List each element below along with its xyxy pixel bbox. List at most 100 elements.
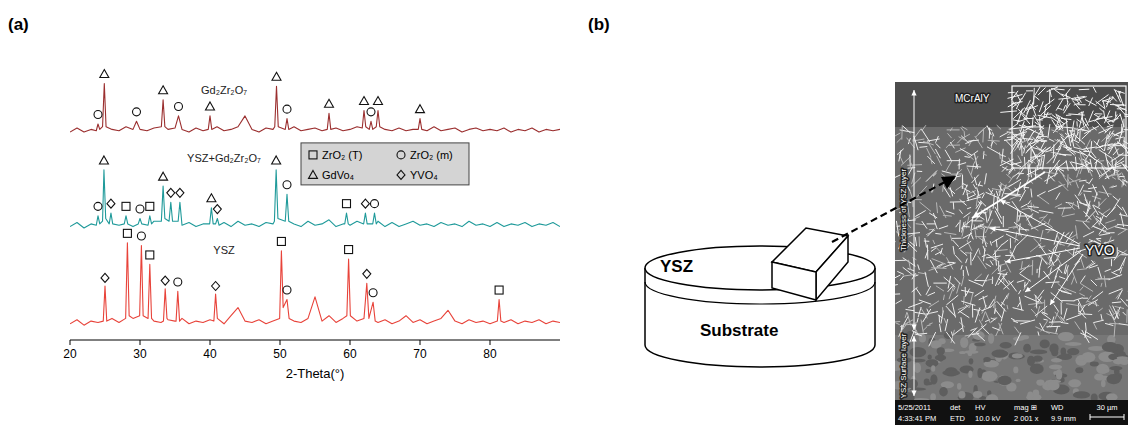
sem-needle <box>1039 101 1043 112</box>
legend-marker <box>309 170 318 178</box>
sem-needle <box>895 133 900 136</box>
sem-needle <box>1077 269 1087 270</box>
sem-needle <box>1001 295 1008 306</box>
sem-needle <box>1119 324 1128 326</box>
sem-needle <box>1118 106 1126 115</box>
sem-needle <box>1080 283 1093 291</box>
sem-needle <box>908 302 922 307</box>
sem-needle <box>1096 218 1107 229</box>
sem-grain <box>925 369 930 373</box>
sem-needle <box>900 322 909 334</box>
sem-needle <box>946 161 952 172</box>
sem-needle <box>1024 157 1026 168</box>
legend-marker <box>309 151 317 159</box>
sem-needle <box>1032 106 1036 116</box>
sem-needle <box>967 207 971 208</box>
sem-needle <box>1091 151 1097 158</box>
sem-needle <box>1061 322 1069 323</box>
sem-needle <box>948 133 952 138</box>
legend-label: ZrO₂ (m) <box>410 149 453 161</box>
legend-label: GdVo₄ <box>322 169 355 181</box>
sem-needle <box>906 309 915 310</box>
sem-needle <box>1001 309 1005 322</box>
phase-marker <box>159 172 168 180</box>
sem-needle <box>1038 115 1052 118</box>
sem-needle <box>1015 320 1030 321</box>
sem-needle <box>1035 122 1044 129</box>
sem-needle <box>1028 200 1031 204</box>
phase-marker <box>495 286 503 294</box>
x-tick <box>420 340 421 345</box>
sem-needle <box>1117 224 1128 226</box>
sem-needle <box>1082 112 1084 126</box>
sem-grain <box>1113 359 1124 365</box>
sem-needle <box>965 140 974 144</box>
sem-needle <box>926 171 937 182</box>
phase-marker <box>101 273 109 282</box>
sem-needle <box>1105 220 1115 224</box>
sem-needle <box>1026 141 1031 148</box>
sem-needle <box>1019 213 1021 222</box>
sem-needle <box>899 150 901 161</box>
phase-marker <box>361 199 369 208</box>
x-tick-label: 70 <box>413 347 427 361</box>
x-tick-label: 30 <box>133 347 147 361</box>
spectrum-line <box>70 84 560 133</box>
sem-needle <box>975 136 983 148</box>
sem-grain <box>988 372 994 379</box>
sem-needle <box>1058 98 1070 99</box>
sem-needle <box>1057 256 1062 265</box>
sem-needle <box>1001 270 1006 272</box>
sem-needle <box>985 173 987 184</box>
sem-needle <box>996 250 1008 251</box>
sem-needle <box>1036 146 1043 152</box>
sem-needle <box>967 168 973 179</box>
sem-needle <box>946 211 955 214</box>
sem-needle <box>952 238 962 239</box>
sem-needle <box>1000 182 1012 191</box>
sem-needle <box>1034 96 1040 101</box>
sem-needle <box>975 290 984 296</box>
sem-needle <box>1126 300 1128 301</box>
sem-needle <box>1122 207 1127 216</box>
sem-needle <box>897 138 902 143</box>
sem-needle <box>1036 137 1041 138</box>
sem-needle <box>1089 111 1093 122</box>
sem-needle <box>1049 139 1054 142</box>
sem-needle <box>1079 111 1083 127</box>
sem-needle <box>963 134 970 138</box>
phase-marker <box>146 202 154 210</box>
sem-needle <box>1062 214 1075 217</box>
sem-needle <box>927 139 940 141</box>
sem-needle <box>1094 193 1097 202</box>
sem-needle <box>999 152 1001 159</box>
sem-needle <box>1097 139 1100 145</box>
sem-needle <box>1103 186 1109 197</box>
sem-grain <box>1012 353 1023 358</box>
sem-needle <box>1080 192 1083 195</box>
sem-needle <box>951 332 952 336</box>
sem-needle <box>947 129 960 130</box>
sem-needle <box>966 266 969 275</box>
sem-needle <box>1063 105 1066 111</box>
sem-grain <box>1090 362 1099 367</box>
sem-needle <box>1076 181 1079 188</box>
panel-letter: (b) <box>588 15 610 34</box>
sem-needle <box>1067 202 1074 210</box>
sem-needle <box>1048 219 1050 224</box>
sem-grain <box>1030 350 1047 355</box>
info-value: 4:33:41 PM <box>898 414 936 423</box>
sem-needle <box>1096 95 1108 104</box>
sem-needle <box>1037 269 1038 273</box>
sem-needle <box>1055 312 1064 323</box>
sem-needle <box>1088 187 1097 188</box>
sem-needle <box>960 149 972 156</box>
sem-needle <box>922 221 927 229</box>
sem-needle <box>909 159 914 168</box>
sem-needle <box>1066 161 1068 171</box>
sem-grain <box>939 387 948 396</box>
sem-needle <box>989 128 993 131</box>
sem-needle <box>1078 104 1086 105</box>
sem-needle <box>986 264 991 267</box>
sem-needle <box>974 274 982 281</box>
